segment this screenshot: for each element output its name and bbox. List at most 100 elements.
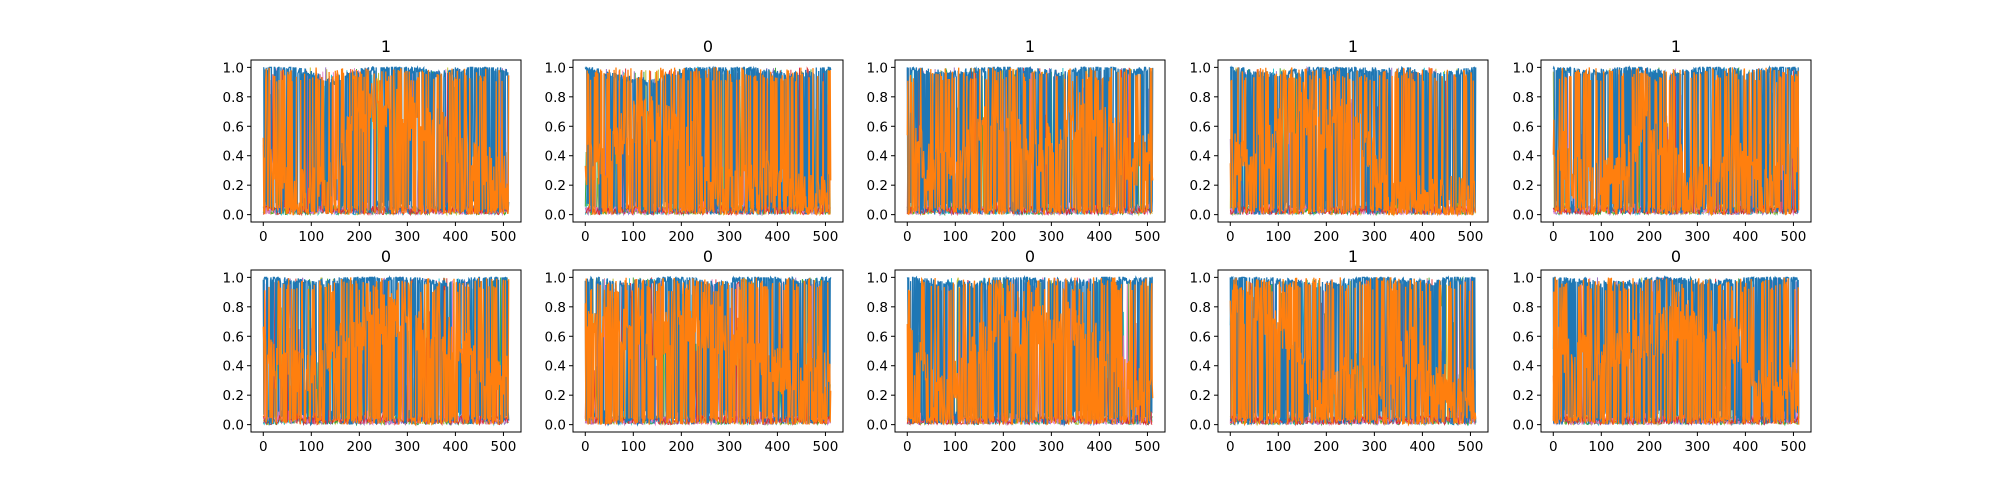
y-tick-label: 0.0 [545, 418, 566, 434]
subplot-title: 0 [1671, 247, 1681, 266]
x-tick-label: 300 [394, 439, 420, 455]
y-tick-label: 0.4 [1190, 359, 1211, 375]
y-tick-label: 0.4 [223, 359, 244, 375]
axes-frame [250, 59, 522, 223]
axes-frame [1540, 269, 1812, 433]
y-tick-label: 0.8 [867, 300, 888, 316]
subplot-4: 0 100 200 300 400 500 0.0 0.2 0.4 0.6 0.8 1.0 1 [1190, 37, 1489, 245]
series-line-2 [584, 277, 832, 426]
x-tick-label: 100 [298, 439, 324, 455]
x-tick-label: 500 [1135, 229, 1161, 245]
y-tick-label: 0.4 [867, 149, 888, 165]
x-tick-label: 200 [1636, 439, 1662, 455]
y-tick-label: 1.0 [867, 60, 888, 76]
y-tick-label: 0.8 [223, 300, 244, 316]
subplot-1: 0 100 200 300 400 500 0.0 0.2 0.4 0.6 0.8 1.0 1 [223, 37, 522, 245]
x-tick-label: 400 [765, 229, 791, 245]
axes-frame [250, 269, 522, 433]
x-tick-label: 200 [668, 229, 694, 245]
subplot-title: 0 [381, 247, 391, 266]
axes-frame [894, 59, 1166, 223]
y-tick-label: 0.0 [545, 208, 566, 224]
axes-frame [1217, 59, 1489, 223]
y-tick-label: 0.2 [867, 178, 888, 194]
x-tick-label: 0 [1549, 439, 1558, 455]
x-tick-label: 300 [1684, 439, 1710, 455]
series-line-2 [906, 276, 1154, 426]
y-tick-label: 0.4 [545, 149, 566, 165]
x-tick-label: 300 [1361, 229, 1387, 245]
subplot-title: 1 [381, 37, 391, 56]
x-tick-label: 100 [1265, 229, 1291, 245]
x-tick-label: 200 [990, 439, 1016, 455]
x-tick-label: 100 [1588, 229, 1614, 245]
x-tick-label: 500 [813, 229, 839, 245]
x-tick-label: 400 [1087, 229, 1113, 245]
series-line-2 [262, 67, 510, 216]
series-line-2 [1552, 67, 1800, 217]
axes-frame [572, 269, 844, 433]
y-tick-label: 1.0 [545, 270, 566, 286]
y-tick-label: 0.8 [867, 90, 888, 106]
y-tick-label: 0.0 [223, 208, 244, 224]
y-tick-label: 0.8 [545, 90, 566, 106]
subplot-10: 0 100 200 300 400 500 0.0 0.2 0.4 0.6 0.8 1.0 0 [1513, 247, 1812, 455]
y-tick-label: 1.0 [223, 60, 244, 76]
y-tick-label: 0.6 [223, 329, 244, 345]
y-tick-label: 0.8 [223, 90, 244, 106]
x-tick-label: 300 [1684, 229, 1710, 245]
subplot-6: 0 100 200 300 400 500 0.0 0.2 0.4 0.6 0.8 1.0 0 [223, 247, 522, 455]
plot-area [1552, 275, 1800, 427]
y-tick-label: 0.6 [1190, 119, 1211, 135]
x-tick-label: 0 [581, 229, 590, 245]
x-tick-label: 200 [1313, 229, 1339, 245]
subplot-title: 1 [1348, 247, 1358, 266]
y-tick-label: 0.2 [1190, 178, 1211, 194]
y-tick-label: 0.6 [1513, 119, 1534, 135]
y-tick-label: 0.8 [1190, 90, 1211, 106]
y-tick-label: 0.6 [223, 119, 244, 135]
y-tick-label: 0.4 [545, 359, 566, 375]
y-tick-label: 0.2 [545, 388, 566, 404]
x-tick-label: 100 [298, 229, 324, 245]
x-tick-label: 400 [443, 439, 469, 455]
x-tick-label: 400 [1087, 439, 1113, 455]
y-tick-label: 0.0 [1190, 418, 1211, 434]
x-tick-label: 500 [491, 229, 517, 245]
x-tick-label: 100 [1588, 439, 1614, 455]
y-tick-label: 0.4 [223, 149, 244, 165]
plot-area [906, 65, 1154, 217]
x-tick-label: 500 [491, 439, 517, 455]
subplot-title: 0 [1025, 247, 1035, 266]
y-tick-label: 0.6 [1513, 329, 1534, 345]
subplot-title: 1 [1348, 37, 1358, 56]
x-tick-label: 400 [1733, 439, 1759, 455]
series-line-2 [262, 277, 510, 427]
y-tick-label: 0.0 [1513, 208, 1534, 224]
x-tick-label: 300 [716, 229, 742, 245]
x-tick-label: 100 [620, 439, 646, 455]
y-tick-label: 0.6 [867, 329, 888, 345]
x-tick-label: 100 [620, 229, 646, 245]
series-line-2 [584, 67, 832, 217]
series-line-2 [1552, 277, 1800, 426]
plot-area [584, 65, 832, 217]
x-tick-label: 200 [668, 439, 694, 455]
x-tick-label: 400 [1733, 229, 1759, 245]
x-tick-label: 500 [1458, 229, 1484, 245]
plot-area [1552, 65, 1800, 217]
x-tick-label: 500 [1458, 439, 1484, 455]
y-tick-label: 0.0 [1513, 418, 1534, 434]
plot-area [262, 65, 510, 217]
y-tick-label: 0.8 [1513, 90, 1534, 106]
y-tick-label: 0.2 [867, 388, 888, 404]
x-tick-label: 400 [443, 229, 469, 245]
y-tick-label: 0.4 [1513, 359, 1534, 375]
y-tick-label: 0.2 [1513, 388, 1534, 404]
series-line-2 [906, 67, 1154, 216]
y-tick-label: 1.0 [867, 270, 888, 286]
x-tick-label: 200 [346, 439, 372, 455]
series-line-1 [1552, 65, 1800, 215]
